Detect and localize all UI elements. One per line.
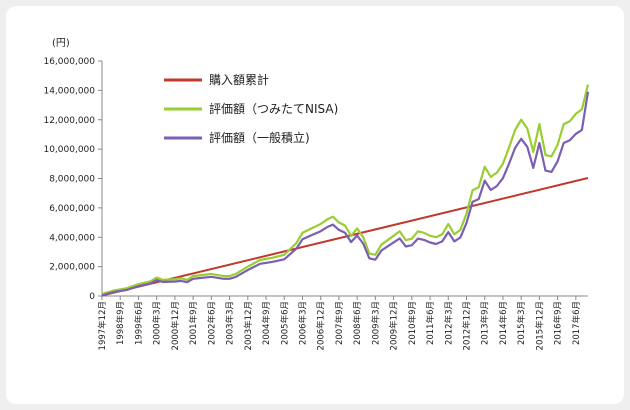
series-layer	[101, 84, 590, 297]
x-tick-label: 2011年6月	[425, 301, 436, 345]
legend-label: 評価額（つみたてNISA)	[209, 101, 338, 116]
x-tick-label: 2015年12月	[534, 301, 545, 350]
y-tick-label: 16,000,000	[43, 57, 95, 67]
y-tick-label: 6,000,000	[49, 204, 95, 214]
y-tick-label: 10,000,000	[43, 145, 95, 155]
x-tick-label: 2003年3月	[225, 301, 236, 345]
y-tick-label: 0	[89, 292, 95, 302]
y-tick-label: 14,000,000	[43, 86, 95, 96]
x-tick-label: 2007年9月	[334, 301, 345, 345]
x-tick-label: 2006年3月	[297, 301, 308, 345]
series-line-1	[101, 177, 589, 297]
legend-label: 評価額（一般積立)	[209, 130, 310, 145]
x-tick-label: 2015年3月	[516, 301, 527, 345]
y-tick-label: 8,000,000	[49, 175, 95, 185]
line-chart: (円) 0 2,000,000 4,000,000 6,000,000 8,000,00…	[43, 38, 590, 350]
y-axis-ticks: 0 2,000,000 4,000,000 6,000,000 8,000,000 10,…	[43, 57, 102, 302]
x-tick-label: 1997年12月	[97, 301, 108, 350]
x-tick-label: 2014年6月	[498, 301, 509, 345]
x-tick-label: 2012年3月	[443, 301, 454, 345]
x-tick-label: 2004年9月	[261, 301, 272, 345]
x-tick-label: 2009年3月	[370, 301, 381, 345]
x-tick-label: 2017年6月	[571, 301, 582, 345]
x-tick-label: 2005年6月	[279, 301, 290, 345]
x-tick-label: 1999年6月	[133, 301, 144, 345]
x-tick-label: 2012年12月	[462, 301, 473, 350]
x-tick-label: 2008年6月	[352, 301, 363, 345]
x-tick-label: 2016年9月	[553, 301, 564, 345]
x-tick-label: 2000年3月	[152, 301, 163, 345]
legend-label: 購入額累計	[209, 72, 269, 87]
series-line-2	[101, 84, 590, 295]
series-line-3	[101, 91, 590, 297]
x-tick-label: 1998年9月	[115, 301, 126, 345]
x-tick-label: 2000年12月	[170, 301, 181, 350]
chart-panel: (円) 0 2,000,000 4,000,000 6,000,000 8,000,00…	[6, 6, 624, 404]
x-tick-label: 2009年12月	[389, 301, 400, 350]
y-tick-label: 12,000,000	[43, 116, 95, 126]
y-tick-label: 4,000,000	[49, 233, 95, 243]
x-tick-label: 2006年12月	[316, 301, 327, 350]
x-tick-label: 2001年9月	[188, 301, 199, 345]
y-unit-label: (円)	[52, 38, 70, 49]
x-axis-ticks: 1997年12月 1998年9月 1999年6月 2000年3月 2000年12月 200…	[97, 296, 582, 350]
x-tick-label: 2002年6月	[206, 301, 217, 345]
x-tick-label: 2003年12月	[243, 301, 254, 350]
x-tick-label: 2013年9月	[480, 301, 491, 345]
y-tick-label: 2,000,000	[49, 263, 95, 273]
x-tick-label: 2010年9月	[407, 301, 418, 345]
